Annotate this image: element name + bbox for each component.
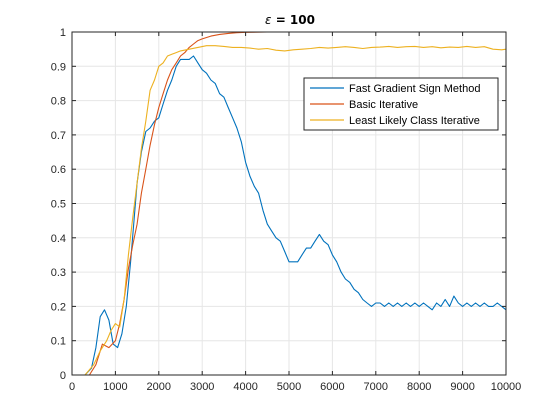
- y-tick-label: 0.9: [51, 61, 66, 73]
- x-tick-label: 1000: [103, 381, 127, 393]
- x-tick-label: 7000: [364, 381, 388, 393]
- y-tick-label: 0.8: [51, 96, 66, 108]
- axis-ticks: 0 1000 2000 3000 4000 5000 6000 7000 8000 9000 100…: [51, 27, 522, 393]
- y-tick-label: 0.2: [51, 301, 66, 313]
- x-tick-label: 6000: [320, 381, 344, 393]
- legend-label-2: Basic Iterative: [349, 99, 418, 111]
- x-tick-label: 0: [69, 381, 75, 393]
- y-tick-label: 0.7: [51, 130, 66, 142]
- legend[interactable]: Fast Gradient Sign Method Basic Iterative…: [303, 77, 499, 131]
- x-tick-label: 10000: [491, 381, 522, 393]
- y-tick-label: 0.5: [51, 199, 66, 211]
- x-tick-label: 8000: [407, 381, 431, 393]
- title-rest: = 100: [272, 13, 315, 27]
- y-tick-label: 0: [60, 370, 66, 382]
- title-symbol: ε: [265, 13, 272, 27]
- y-tick-label: 0.4: [51, 233, 66, 245]
- x-tick-label: 9000: [450, 381, 474, 393]
- y-tick-label: 0.3: [51, 267, 66, 279]
- y-tick-label: 0.1: [51, 336, 66, 348]
- x-tick-label: 3000: [190, 381, 214, 393]
- legend-label-1: Fast Gradient Sign Method: [349, 83, 480, 95]
- chart-title: ε = 100: [265, 13, 315, 27]
- series-line-3: [72, 45, 507, 376]
- y-tick-label: 1: [60, 27, 66, 39]
- legend-label-3: Least Likely Class Iterative: [349, 115, 480, 127]
- x-tick-label: 4000: [233, 381, 257, 393]
- x-tick-label: 2000: [147, 381, 171, 393]
- x-tick-label: 5000: [277, 381, 301, 393]
- y-tick-label: 0.6: [51, 164, 66, 176]
